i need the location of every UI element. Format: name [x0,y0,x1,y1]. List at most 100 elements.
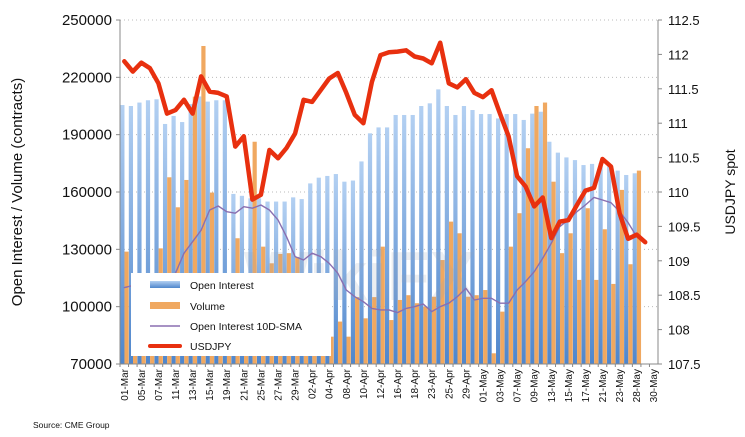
volume-bar [525,148,531,364]
open-interest-bar [359,161,364,364]
y2-tick-label: 110.5 [668,151,700,166]
volume-bar [500,311,505,364]
legend: Open Interest Volume Open Interest 10D-S… [131,273,331,356]
open-interest-bar [461,106,467,364]
volume-bar [568,233,573,364]
y2-tick-label: 108 [668,323,690,338]
open-interest-bar [171,115,176,364]
x-tick-label: 01-May [478,369,489,402]
y2-tick-label: 109.5 [668,219,701,234]
volume-bar [585,208,590,364]
y-tick-label: 160000 [62,184,112,201]
volume-bar [201,45,206,364]
open-interest-bar [589,163,595,364]
open-interest-bar [547,141,552,364]
y2-tick-label: 112 [668,47,689,62]
x-tick-label: 21-May [598,369,609,402]
open-interest-bar [333,174,338,364]
x-tick-label: 29-Apr [461,368,472,399]
x-tick-label: 21-Mar [239,368,250,400]
open-interest-bar [145,100,151,365]
x-tick-label: 30-May [649,369,660,402]
volume-bar [363,318,368,364]
open-interest-bar [325,175,330,364]
y-tick-label: 130000 [62,241,112,258]
open-interest-bar [504,114,509,364]
y2-tick-label: 108.5 [668,288,701,303]
volume-bar [167,177,172,364]
x-tick-label: 17-May [581,369,592,402]
x-tick-label: 13-May [547,369,558,402]
y2-tick-label: 109 [668,254,690,269]
usdjpy-line [122,40,648,245]
x-tick-label: 23-May [615,369,626,402]
open-interest-bar [342,181,347,364]
legend-swatch-volume [150,302,180,309]
open-interest-bar [530,113,535,365]
volume-bar [466,296,471,364]
open-interest-bar [214,100,219,365]
x-tick-label: 28-May [632,369,643,402]
open-interest-bar [188,104,193,364]
open-interest-bar [410,114,415,364]
y2-tick-label: 110 [668,185,689,200]
volume-bar [124,251,129,364]
open-interest-bar [222,100,227,365]
x-tick-label: 11-Mar [171,368,182,400]
lines [122,40,648,314]
x-tick-label: 05-Mar [137,368,148,400]
volume-bar [448,221,454,364]
y-axis-label: Open Interest / Volume (contracts) [9,78,26,306]
volume-bar [577,279,582,364]
open-interest-bar [632,173,637,364]
open-interest-bar [436,89,441,364]
x-tick-label: 01-Mar [120,368,131,400]
x-tick-label: 29-Mar [291,368,302,400]
open-interest-bar [120,105,125,365]
open-interest-bar [624,174,629,364]
open-interest-bar [470,110,475,364]
volume-bar [559,253,565,364]
x-tick-label: 25-Mar [256,368,267,400]
x-tick-label: 23-Apr [427,368,438,399]
legend-swatch-open-interest [150,281,180,288]
open-interest-bar [402,114,407,364]
volume-bar [337,321,343,364]
y2-tick-label: 111 [668,116,688,131]
volume-bar [380,246,385,364]
volume-bar [431,296,437,364]
volume-bar [329,336,334,364]
volume-bar [346,336,351,364]
x-tick-label: 03-May [496,369,507,402]
volume-bar [491,353,496,364]
open-interest-bar [128,106,134,364]
x-tick-label: 25-Apr [444,368,455,399]
volume-bar [397,299,402,364]
x-tick-label: 15-Mar [205,368,216,400]
open-interest-bar [385,127,390,364]
volume-bar [483,290,488,364]
x-tick-label: 02-Apr [308,368,319,399]
open-interest-bar [180,122,185,364]
open-interest-bar [538,111,543,364]
open-interest-bar [598,163,603,364]
y-tick-label: 220000 [62,69,112,86]
x-tick-label: 16-Apr [393,368,404,399]
volume-bar [252,141,257,364]
x-tick-label: 27-Mar [273,368,284,400]
x-tick-label: 18-Apr [410,368,421,399]
volume-bar [534,106,539,364]
y-tick-label: 100000 [62,299,112,316]
open-interest-bar [316,177,321,364]
volume-bar [628,264,633,364]
open-interest-bar [137,102,142,364]
volume-bar [551,181,556,364]
legend-label-sma: Open Interest 10D-SMA [190,321,302,333]
volume-bar [611,283,616,364]
open-interest-bar [555,152,560,364]
x-tick-label: 13-Mar [188,368,199,400]
open-interest-bar [350,180,356,364]
open-interest-bar [376,127,381,364]
volume-bar [423,306,428,364]
